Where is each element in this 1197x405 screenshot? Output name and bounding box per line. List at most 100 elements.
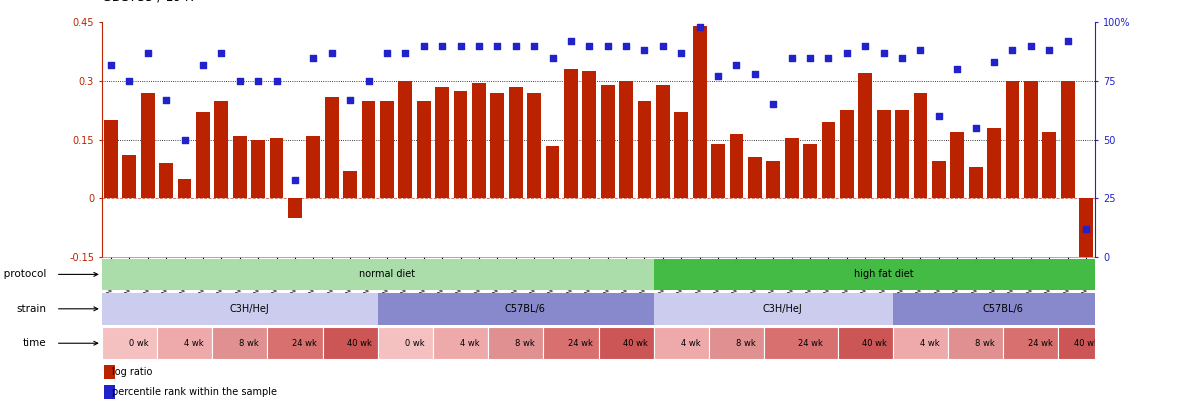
Point [634,47,654,54]
Point [691,24,710,30]
Bar [821,122,836,198]
Bar [104,385,115,399]
Bar [436,87,449,198]
Bar [491,93,504,198]
Bar [893,293,1095,325]
Bar [214,100,229,198]
Bar [102,293,378,325]
Bar [838,327,893,359]
Point [340,96,359,103]
Point [727,61,746,68]
Point [506,43,525,49]
Text: percentile rank within the sample: percentile rank within the sample [111,387,277,397]
Bar [932,161,946,198]
Point [322,49,341,56]
Text: 8 wk: 8 wk [736,339,755,348]
Point [561,38,581,44]
Text: strain: strain [17,304,47,314]
Bar [748,157,761,198]
Point [874,49,893,56]
Bar [988,128,1001,198]
Bar [1005,81,1020,198]
Text: 24 wk: 24 wk [1027,339,1052,348]
Bar [433,327,488,359]
Bar [876,110,891,198]
Text: 4 wk: 4 wk [460,339,480,348]
Bar [546,145,559,198]
Bar [893,327,948,359]
Bar [950,132,964,198]
Bar [306,136,321,198]
Bar [177,179,192,198]
Text: 24 wk: 24 wk [567,339,593,348]
Point [893,54,912,61]
Text: time: time [23,338,47,348]
Point [102,61,121,68]
Bar [598,327,654,359]
Bar [1003,327,1058,359]
Point [469,43,488,49]
Bar [212,327,267,359]
Point [1003,47,1022,54]
Bar [766,161,780,198]
Bar [157,327,212,359]
Bar [527,93,541,198]
Bar [233,136,247,198]
Bar [654,258,1095,290]
Bar [1061,81,1075,198]
Point [672,49,691,56]
Bar [251,140,265,198]
Point [1076,226,1095,232]
Point [782,54,801,61]
Bar [102,327,157,359]
Text: C3H/HeJ: C3H/HeJ [762,304,802,314]
Text: C57BL/6: C57BL/6 [504,304,546,314]
Text: 40 wk: 40 wk [622,339,648,348]
Bar [764,327,838,359]
Point [746,71,765,77]
Bar [564,69,578,198]
Bar [895,110,909,198]
Bar [948,327,1003,359]
Text: 4 wk: 4 wk [184,339,203,348]
Point [359,78,378,84]
Bar [601,85,614,198]
Point [1040,47,1059,54]
Bar [674,112,688,198]
Bar [433,327,488,359]
Bar [322,327,378,359]
Point [432,43,451,49]
Text: 8 wk: 8 wk [239,339,259,348]
Text: 4 wk: 4 wk [681,339,700,348]
Bar [361,100,376,198]
Point [911,47,930,54]
Point [819,54,838,61]
Point [654,43,673,49]
Point [396,49,415,56]
Bar [803,144,818,198]
Point [285,177,304,183]
Point [1021,43,1040,49]
Bar [693,26,706,198]
Bar [543,327,598,359]
Bar [1080,198,1093,267]
Text: GDS735 / 1947: GDS735 / 1947 [102,0,196,3]
Bar [730,134,743,198]
Bar [1058,327,1095,359]
Text: 24 wk: 24 wk [797,339,822,348]
Bar [267,327,322,359]
Bar [543,327,598,359]
Text: C57BL/6: C57BL/6 [983,304,1023,314]
Bar [598,327,654,359]
Bar [968,167,983,198]
Bar [913,93,928,198]
Bar [488,327,543,359]
Text: 40 wk: 40 wk [347,339,372,348]
Point [616,43,636,49]
Bar [454,91,467,198]
Text: 40 wk: 40 wk [1074,339,1099,348]
Point [212,49,231,56]
Bar [711,144,725,198]
Bar [840,110,853,198]
Point [543,54,563,61]
